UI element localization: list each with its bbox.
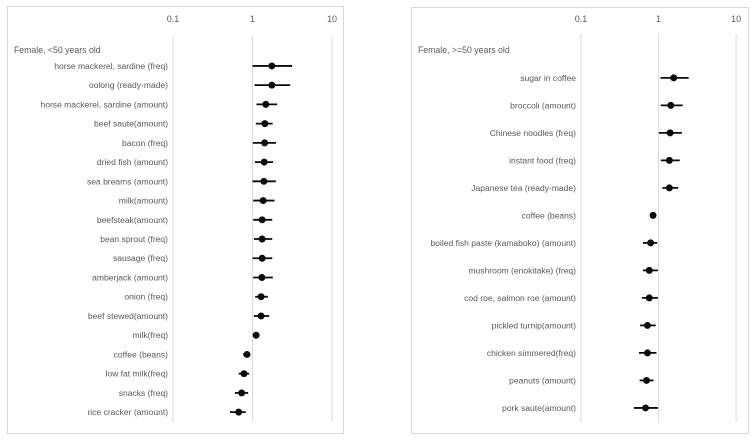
odds-ratio-dot [258, 274, 266, 281]
row-label: chicken simmered(freq) [487, 348, 576, 358]
row-label: sausage (freq) [113, 253, 168, 263]
row-label: sugar in coffee [520, 73, 576, 83]
odds-ratio-dot [667, 101, 675, 109]
forest-panel-female-under-50: 0.1 1 10 Female, <50 years old horse mackere… [7, 6, 344, 434]
row-label: peanuts (amount) [509, 375, 576, 385]
row-label: low fat milk(freq) [105, 369, 168, 379]
odds-ratio-dot [643, 349, 651, 357]
row-label: mushroom (enokitake) (freq) [468, 265, 576, 275]
row-label: boiled fish paste (kamaboko) (amount) [430, 238, 576, 248]
row-label: pork saute(amount) [502, 403, 576, 413]
odds-ratio-dot [268, 62, 276, 70]
odds-ratio-dot [642, 404, 650, 412]
odds-ratio-dot [645, 294, 653, 302]
row-label: bean sprout (freq) [100, 234, 168, 244]
x-tick-label: 1 [250, 14, 255, 24]
forest-panel-female-50-plus: 0.1 1 10 Female, >=50 years old sugar in cof… [411, 7, 749, 434]
row-label: pickled turnip(amount) [492, 320, 577, 330]
row-label: broccoli (amount) [510, 100, 576, 110]
odds-ratio-dot [260, 158, 268, 166]
x-tick-label: 0.1 [167, 14, 179, 24]
row-label: beefsteak(amount) [97, 215, 168, 225]
row-label: onion (freq) [124, 292, 168, 302]
x-tick-label: 10 [327, 14, 337, 24]
row-label: milk(amount) [119, 196, 168, 206]
row-label: beef saute(amount) [94, 119, 168, 129]
row-label: coffee (beans) [114, 349, 169, 359]
odds-ratio-dot [258, 216, 266, 224]
x-tick-label: 1 [656, 14, 661, 24]
row-label: coffee (beans) [522, 210, 577, 220]
row-label: Japanese tea (ready-made) [471, 183, 576, 193]
odds-ratio-dot [666, 129, 674, 137]
row-label: snacks (freq) [119, 388, 168, 398]
odds-ratio-dot [261, 139, 269, 147]
odds-ratio-dot [257, 312, 265, 320]
odds-ratio-dot [261, 120, 269, 128]
odds-ratio-dot [645, 266, 653, 274]
row-label: horse mackerel, sardine (freq) [54, 61, 168, 71]
row-label: amberjack (amount) [92, 272, 168, 282]
odds-ratio-dot [670, 74, 678, 82]
row-label: horse mackerel, sardine (amount) [40, 99, 168, 109]
odds-ratio-dot [243, 350, 251, 358]
odds-ratio-dot [262, 100, 270, 108]
odds-ratio-dot [643, 321, 651, 329]
odds-ratio-dot [649, 211, 657, 219]
odds-ratio-dot [258, 235, 266, 243]
odds-ratio-dot [260, 177, 268, 185]
row-label: milk(freq) [132, 330, 168, 340]
row-label: bacon (freq) [122, 138, 168, 148]
row-label: Chinese noodles (freq) [490, 128, 576, 138]
row-label: instant food (freq) [509, 155, 576, 165]
x-tick-label: 0.1 [575, 14, 587, 24]
odds-ratio-dot [238, 389, 246, 397]
panel-title: Female, <50 years old [14, 45, 101, 55]
row-label: oolong (ready-made) [89, 80, 168, 90]
x-tick-label: 10 [731, 14, 741, 24]
odds-ratio-dot [258, 254, 266, 262]
odds-ratio-dot [665, 156, 673, 164]
forest-plot-svg-left: 0.1 1 10 Female, <50 years old horse mackere… [14, 14, 337, 422]
odds-ratio-dot [259, 197, 267, 205]
odds-ratio-dot [665, 184, 673, 192]
forest-plot-svg-right: 0.1 1 10 Female, >=50 years old sugar in cof… [418, 14, 741, 422]
row-label: dried fish (amount) [97, 157, 168, 167]
odds-ratio-dot [643, 376, 651, 384]
odds-ratio-dot [257, 293, 265, 301]
odds-ratio-dot [252, 331, 260, 339]
odds-ratio-dot [240, 370, 248, 378]
odds-ratio-dot [268, 81, 276, 89]
odds-ratio-dot [647, 239, 655, 247]
row-label: cod roe, salmon roe (amount) [464, 293, 576, 303]
panel-title: Female, >=50 years old [418, 45, 510, 55]
odds-ratio-dot [235, 408, 243, 416]
row-label: rice cracker (amount) [87, 407, 168, 417]
row-label: beef stewed(amount) [88, 311, 168, 321]
row-label: sea breams (amount) [87, 176, 168, 186]
